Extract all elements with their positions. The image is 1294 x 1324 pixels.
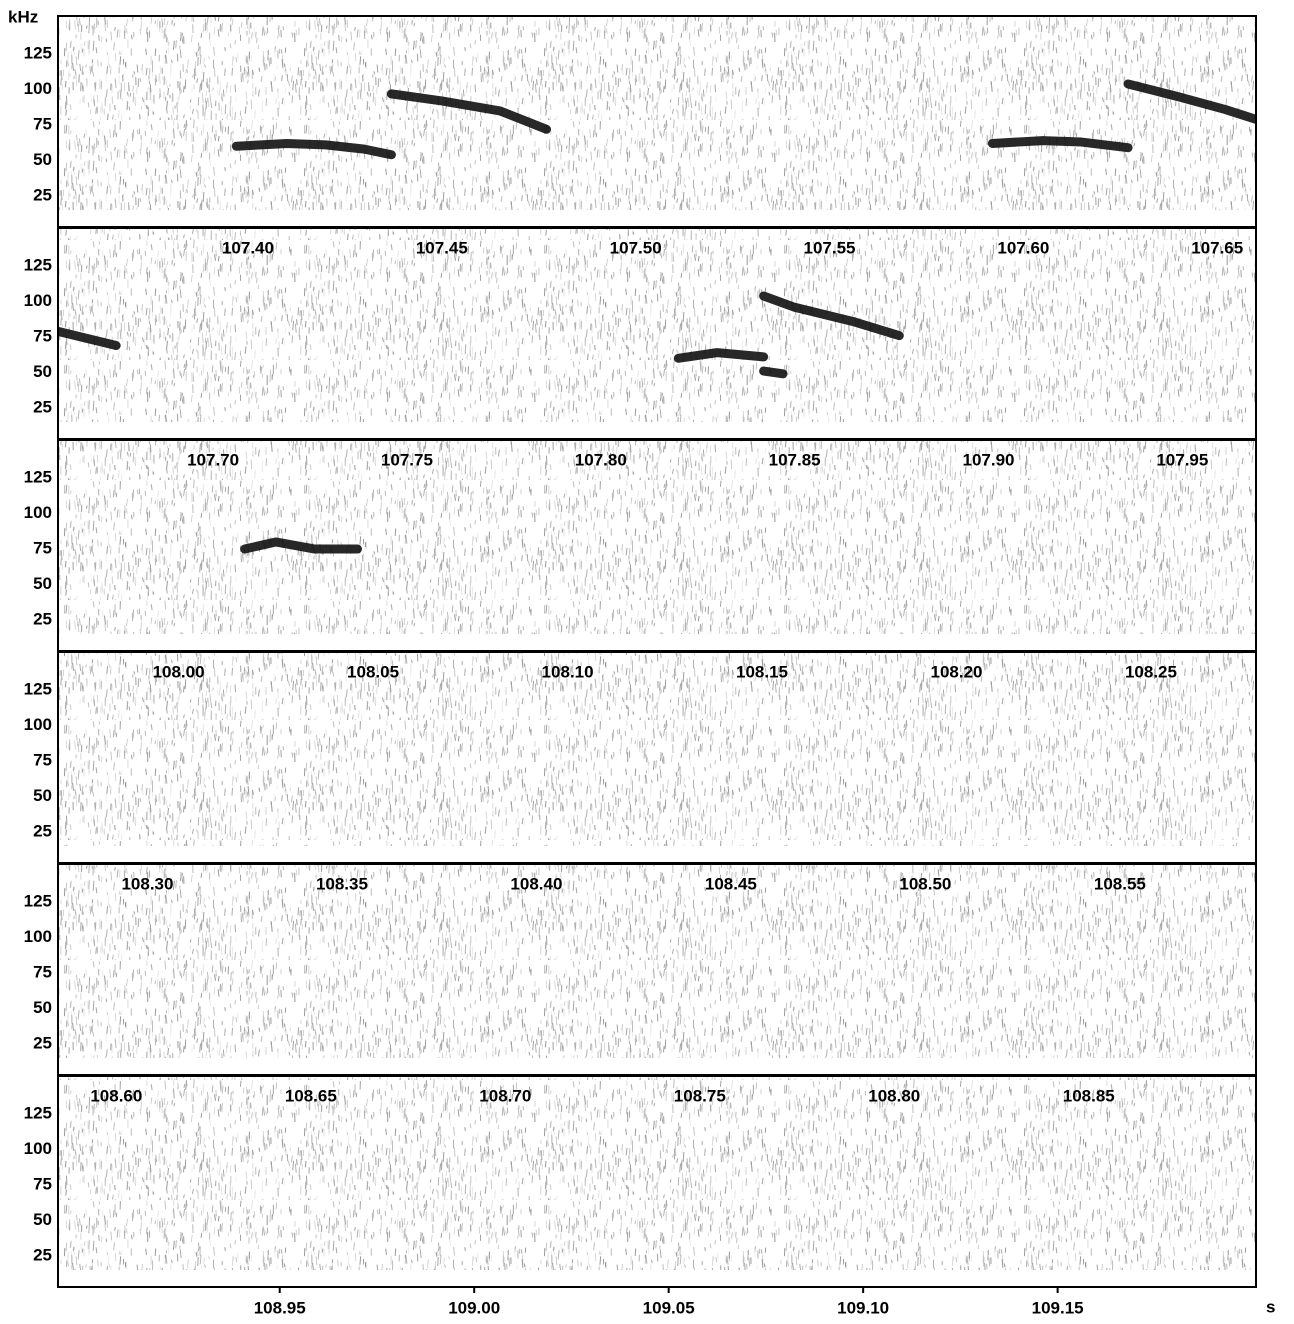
- x-tick-label: 108.25: [1125, 662, 1177, 681]
- y-tick-label: 25: [33, 1033, 52, 1052]
- x-tick-label: 109.05: [643, 1298, 695, 1317]
- x-tick-label: 109.10: [837, 1298, 889, 1317]
- y-tick-label: 125: [24, 892, 52, 911]
- y-tick-label: 50: [33, 574, 52, 593]
- x-tick-label: 108.15: [736, 662, 788, 681]
- call-contour: [1123, 79, 1256, 125]
- x-tick-label: 107.45: [416, 238, 468, 257]
- y-tick-label: 25: [33, 397, 52, 416]
- y-tick-label: 75: [33, 327, 52, 346]
- y-tick-label: 75: [33, 751, 52, 770]
- y-tick-label: 50: [33, 150, 52, 169]
- x-tick-label: 108.20: [931, 662, 983, 681]
- call-contour: [386, 89, 552, 134]
- y-tick-label: 50: [33, 998, 52, 1017]
- noise: [58, 864, 1256, 1058]
- x-tick-label: 108.00: [153, 662, 205, 681]
- x-tick-label: 108.85: [1063, 1086, 1115, 1105]
- y-tick-label: 75: [33, 539, 52, 558]
- y-tick-label: 125: [24, 468, 52, 487]
- y-tick-label: 75: [33, 963, 52, 982]
- y-tick-label: 125: [24, 680, 52, 699]
- x-tick-label: 108.55: [1094, 874, 1146, 893]
- x-tick-label: 108.80: [868, 1086, 920, 1105]
- x-tick-label: 109.15: [1032, 1298, 1084, 1317]
- y-tick-label: 100: [24, 927, 52, 946]
- x-tick-label: 108.70: [479, 1086, 531, 1105]
- y-tick-label: 75: [33, 1175, 52, 1194]
- y-axis-label: kHz: [8, 7, 38, 26]
- noise: [58, 16, 1256, 210]
- x-tick-label: 109.00: [448, 1298, 500, 1317]
- call-contour: [58, 326, 121, 351]
- call-contour: [673, 348, 769, 363]
- y-tick-label: 100: [24, 291, 52, 310]
- x-tick-label: 108.65: [285, 1086, 337, 1105]
- y-tick-label: 25: [33, 609, 52, 628]
- y-tick-label: 125: [24, 256, 52, 275]
- x-tick-label: 107.50: [610, 238, 662, 257]
- x-tick-label: 108.95: [254, 1298, 306, 1317]
- x-tick-label: 108.10: [542, 662, 594, 681]
- x-tick-label: 107.70: [187, 450, 239, 469]
- noise: [58, 652, 1256, 846]
- y-tick-label: 100: [24, 715, 52, 734]
- x-tick-label: 108.75: [674, 1086, 726, 1105]
- x-tick-label: 107.90: [962, 450, 1014, 469]
- call-contour: [231, 138, 396, 160]
- x-tick-label: 108.60: [90, 1086, 142, 1105]
- noise: [58, 440, 1256, 634]
- x-tick-label: 108.50: [899, 874, 951, 893]
- y-tick-label: 100: [24, 503, 52, 522]
- y-tick-label: 50: [33, 362, 52, 381]
- noise: [58, 1076, 1256, 1270]
- noise: [58, 228, 1256, 422]
- y-tick-label: 25: [33, 185, 52, 204]
- y-tick-label: 125: [24, 44, 52, 63]
- x-axis-label: s: [1266, 1297, 1275, 1316]
- y-tick-label: 100: [24, 79, 52, 98]
- x-tick-label: 107.55: [804, 238, 856, 257]
- y-tick-label: 125: [24, 1104, 52, 1123]
- x-tick-label: 108.40: [510, 874, 562, 893]
- y-tick-label: 75: [33, 115, 52, 134]
- call-contour: [240, 537, 362, 554]
- x-tick-label: 107.95: [1156, 450, 1208, 469]
- x-tick-label: 107.60: [997, 238, 1049, 257]
- x-tick-label: 107.80: [575, 450, 627, 469]
- y-tick-label: 50: [33, 786, 52, 805]
- y-tick-label: 100: [24, 1139, 52, 1158]
- call-contour: [987, 136, 1133, 153]
- x-tick-label: 108.05: [347, 662, 399, 681]
- x-tick-label: 108.30: [121, 874, 173, 893]
- y-tick-label: 50: [33, 1210, 52, 1229]
- call-contour: [759, 291, 904, 341]
- x-tick-label: 107.75: [381, 450, 433, 469]
- x-tick-label: 107.85: [769, 450, 821, 469]
- y-tick-label: 25: [33, 821, 52, 840]
- x-tick-label: 107.65: [1191, 238, 1243, 257]
- x-tick-label: 107.40: [222, 238, 274, 257]
- panel-frame: [57, 1075, 1257, 1288]
- call-contour: [759, 366, 788, 379]
- y-tick-label: 25: [33, 1245, 52, 1264]
- x-tick-label: 108.35: [316, 874, 368, 893]
- x-tick-label: 108.45: [705, 874, 757, 893]
